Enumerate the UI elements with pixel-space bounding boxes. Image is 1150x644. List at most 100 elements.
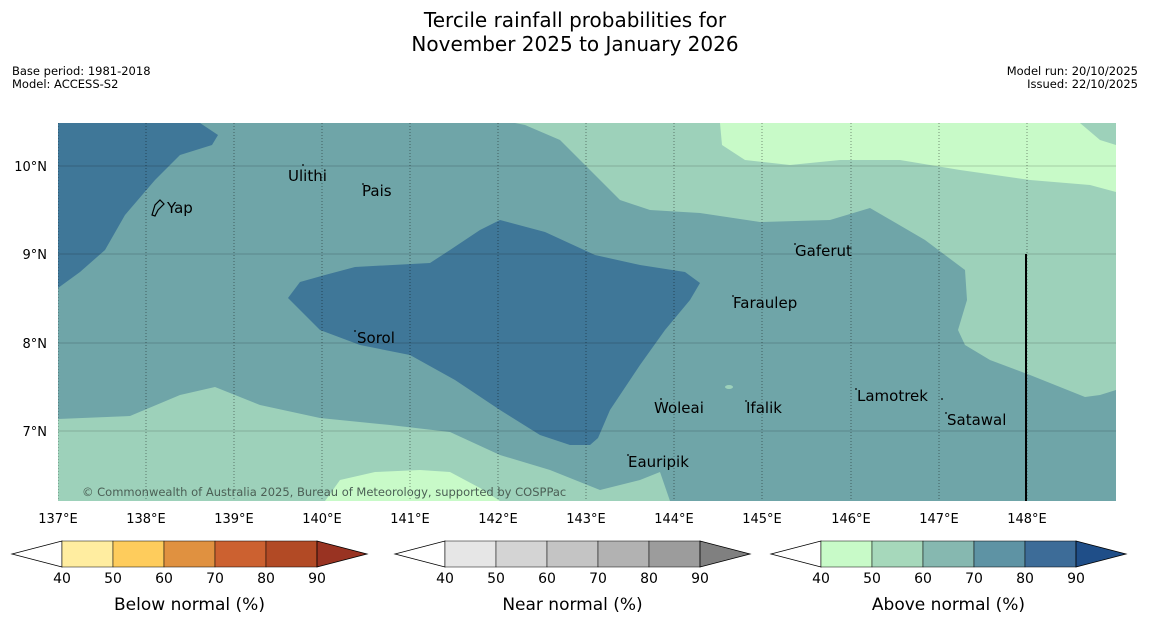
legend-tick-label: 40 — [53, 571, 71, 587]
legend-extend-high — [1075, 540, 1128, 568]
legend-bin — [973, 540, 1026, 568]
lon-tick-label: 146°E — [831, 512, 871, 527]
lon-tick-label: 144°E — [654, 512, 694, 527]
lon-tick-label: 148°E — [1007, 512, 1047, 527]
meta-right: Model run: 20/10/2025 Issued: 22/10/2025 — [1007, 65, 1138, 91]
legend-extend-low — [769, 540, 822, 568]
island-marker — [732, 295, 734, 297]
legend-extend-high — [316, 540, 369, 568]
legend-bin — [922, 540, 975, 568]
legend-tick-label: 60 — [538, 571, 556, 587]
region-above-50-60-south — [58, 387, 670, 501]
place-label: Satawal — [947, 411, 1006, 429]
legend-title: Above normal (%) — [872, 595, 1025, 615]
lon-tick-label: 141°E — [390, 512, 430, 527]
chart-title: Tercile rainfall probabilities for Novem… — [0, 8, 1150, 56]
base-period: Base period: 1981-2018 — [12, 64, 151, 78]
legend-3: 40 50 60 70 80 90 Above normal (%) — [769, 540, 1128, 615]
lat-tick-label: 10°N — [14, 160, 47, 175]
probability-fill — [58, 123, 1116, 501]
legend-tick-label: 90 — [1067, 571, 1085, 587]
legend-tick-label: 40 — [436, 571, 454, 587]
legend-bin — [597, 540, 650, 568]
legend-extend-high — [699, 540, 752, 568]
legend-bin — [871, 540, 924, 568]
yap-island — [151, 199, 165, 217]
legend-tick-label: 70 — [206, 571, 224, 587]
lon-tick-label: 140°E — [302, 512, 342, 527]
legend-bin — [820, 540, 873, 568]
legend-tick-label: 80 — [1016, 571, 1034, 587]
title-line-1: Tercile rainfall probabilities for — [423, 8, 727, 32]
legend-tick-label: 80 — [257, 571, 275, 587]
lon-tick-label: 138°E — [126, 512, 166, 527]
region-above-40-50-south — [325, 470, 500, 501]
region-above-40-50-north — [720, 123, 1116, 192]
legend-bin — [163, 540, 216, 568]
legend-bin — [648, 540, 701, 568]
place-label: Eauripik — [628, 453, 689, 471]
island-marker — [941, 398, 943, 400]
legend-extend-low — [393, 540, 446, 568]
legend-tick-label: 60 — [155, 571, 173, 587]
place-label: Sorol — [357, 329, 395, 347]
legend-bin — [546, 540, 599, 568]
lat-tick-label: 7°N — [23, 425, 48, 440]
legend-bin — [112, 540, 165, 568]
island-marker — [745, 400, 747, 402]
legend-tick-label: 70 — [965, 571, 983, 587]
legend-tick-label: 50 — [487, 571, 505, 587]
legend-bin — [214, 540, 267, 568]
island-marker — [354, 330, 356, 332]
lat-tick-label: 8°N — [23, 337, 48, 352]
legend-tick-label: 90 — [308, 571, 326, 587]
island-marker — [855, 388, 857, 390]
lat-axis: 10°N 9°N 8°N 7°N — [14, 160, 47, 440]
legends: 40 50 60 70 80 90 Below normal (%) 40 50 60 70 80 90… — [10, 540, 1128, 615]
lon-tick-label: 142°E — [478, 512, 518, 527]
lon-tick-label: 143°E — [566, 512, 606, 527]
place-label: Ifalik — [746, 399, 782, 417]
lon-axis: 137°E 138°E 139°E 140°E 141°E 142°E 143°E 144°E… — [38, 512, 1047, 527]
place-label: Pais — [362, 182, 392, 200]
legend-tick-label: 90 — [691, 571, 709, 587]
lat-tick-label: 9°N — [23, 248, 48, 263]
place-label: Gaferut — [795, 242, 852, 260]
model-name: Model: ACCESS-S2 — [12, 77, 119, 91]
legend-extend-low — [10, 540, 63, 568]
legend-2: 40 50 60 70 80 90 Near normal (%) — [393, 540, 752, 615]
island-marker — [945, 412, 947, 414]
lon-tick-label: 139°E — [214, 512, 254, 527]
legend-bin — [495, 540, 548, 568]
copyright-text: © Commonwealth of Australia 2025, Bureau… — [82, 485, 566, 499]
island-marker — [660, 398, 662, 400]
island-marker — [302, 164, 304, 166]
region-above-50-60-patch — [725, 385, 733, 389]
legend-tick-label: 60 — [914, 571, 932, 587]
meta-left: Base period: 1981-2018 Model: ACCESS-S2 — [12, 65, 151, 91]
island-marker — [362, 183, 364, 185]
island-marker — [627, 454, 629, 456]
legend-title: Near normal (%) — [502, 595, 642, 615]
issued-date: Issued: 22/10/2025 — [1027, 77, 1138, 91]
lon-tick-label: 147°E — [919, 512, 959, 527]
region-above-70-80-central — [288, 220, 700, 445]
place-label: Yap — [166, 199, 193, 217]
legend-bin — [61, 540, 114, 568]
legend-tick-label: 40 — [812, 571, 830, 587]
region-above-50-60-north — [515, 123, 1116, 397]
legend-bin — [444, 540, 497, 568]
place-label: Lamotrek — [857, 387, 928, 405]
legend-tick-label: 50 — [863, 571, 881, 587]
model-run: Model run: 20/10/2025 — [1006, 64, 1138, 78]
region-above-70-80-west — [58, 123, 218, 288]
legend-tick-label: 70 — [589, 571, 607, 587]
legend-tick-label: 80 — [640, 571, 658, 587]
lon-tick-label: 145°E — [742, 512, 782, 527]
lon-tick-label: 137°E — [38, 512, 78, 527]
legend-tick-label: 50 — [104, 571, 122, 587]
title-line-2: November 2025 to January 2026 — [411, 32, 739, 56]
island-marker — [794, 243, 796, 245]
legend-title: Below normal (%) — [114, 595, 265, 615]
